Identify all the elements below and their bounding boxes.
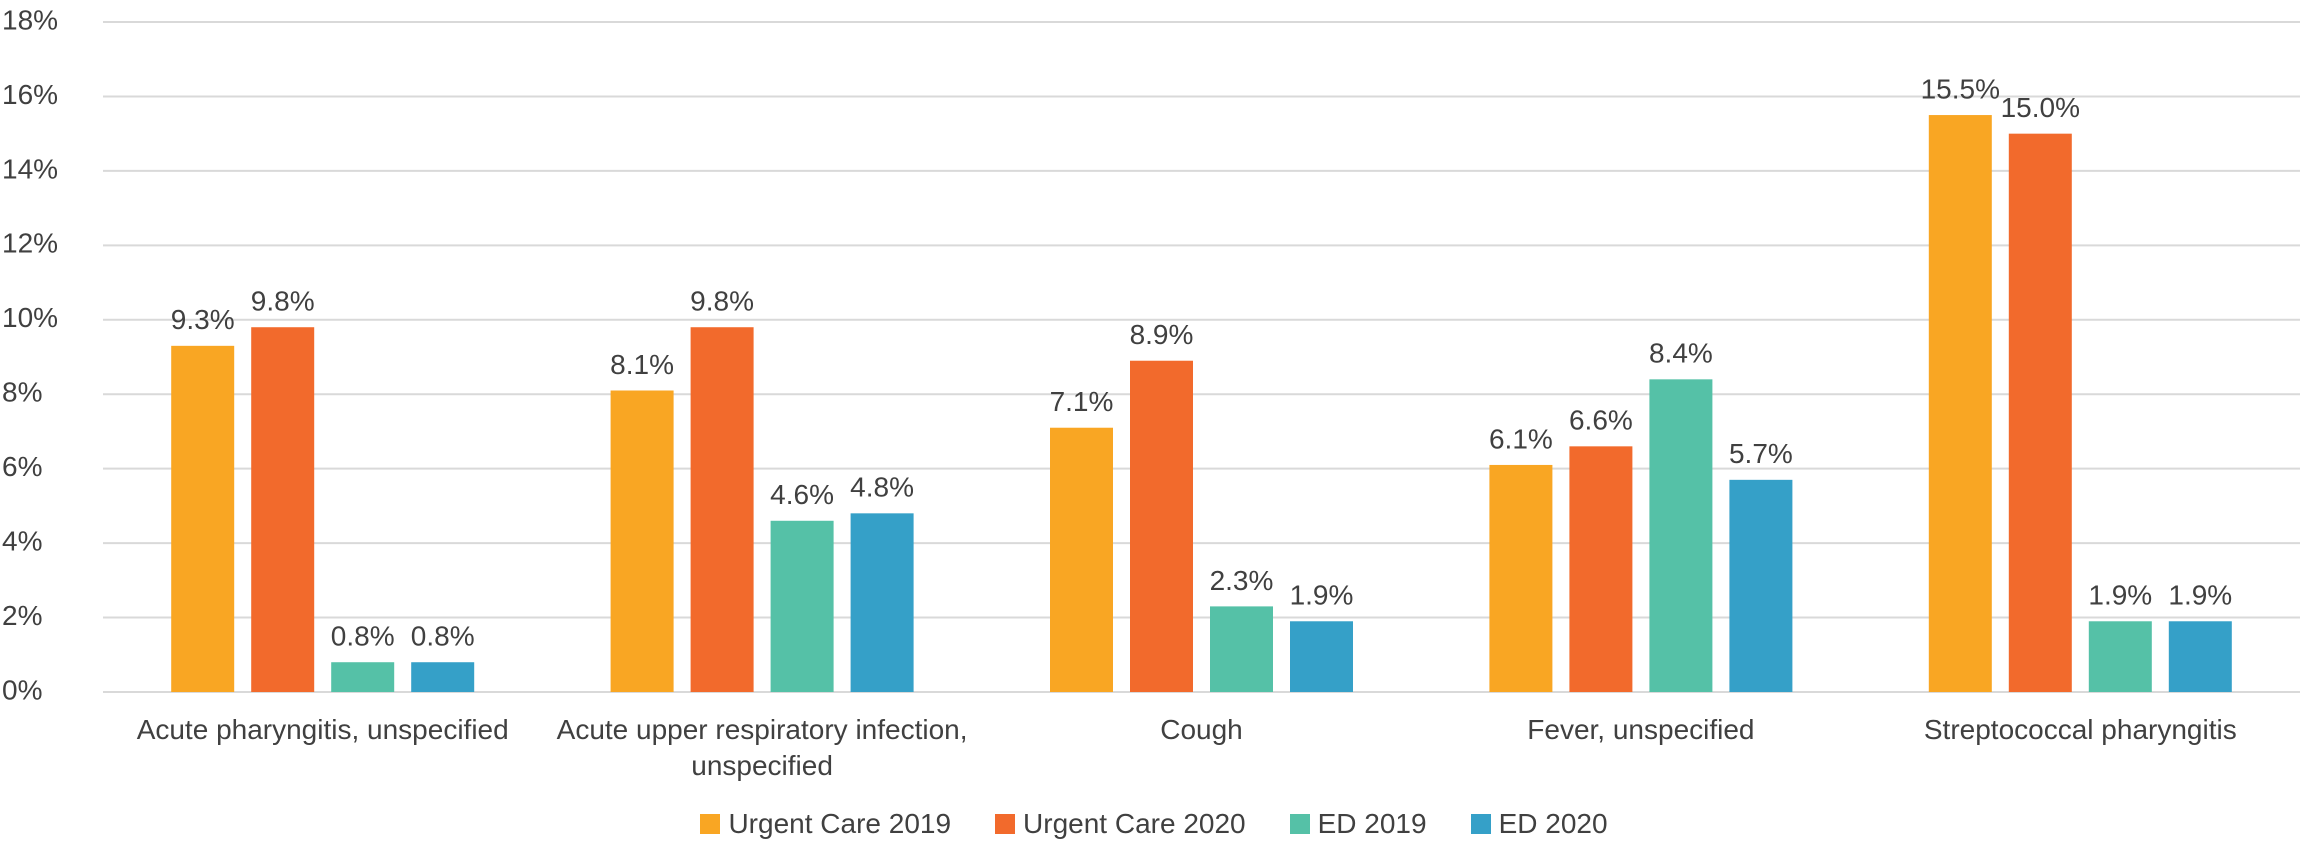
legend-label: Urgent Care 2019	[728, 808, 952, 839]
legend-label: ED 2020	[1498, 808, 1608, 839]
x-tick-label: Cough	[1160, 714, 1243, 745]
y-tick-label: 4%	[2, 526, 42, 557]
data-label: 4.8%	[850, 472, 914, 503]
y-tick-label: 8%	[2, 377, 42, 408]
bar	[331, 662, 395, 692]
legend-item: ED 2020	[1470, 808, 1608, 840]
data-label: 5.7%	[1729, 438, 1793, 469]
data-label: 8.1%	[610, 349, 674, 380]
bar	[171, 345, 235, 692]
bar	[2008, 133, 2072, 692]
data-label: 6.1%	[1489, 423, 1553, 454]
data-label: 2.3%	[1210, 565, 1274, 596]
bar	[1649, 379, 1713, 692]
data-label: 4.6%	[770, 479, 834, 510]
data-label: 8.9%	[1130, 319, 1194, 350]
legend-label: ED 2019	[1317, 808, 1427, 839]
legend-swatch	[1470, 814, 1491, 834]
bar	[1290, 621, 1353, 692]
y-tick-label: 14%	[2, 153, 58, 184]
x-tick-label: Fever, unspecified	[1527, 714, 1755, 745]
bar	[2168, 621, 2232, 692]
bar	[1210, 606, 1273, 692]
legend-swatch	[700, 814, 721, 834]
y-tick-label: 10%	[2, 302, 58, 333]
data-label: 0.8%	[411, 621, 475, 652]
bar	[1050, 427, 1113, 692]
bar	[1729, 479, 1793, 692]
data-label: 6.6%	[1569, 405, 1633, 436]
bar	[690, 327, 754, 692]
y-tick-label: 6%	[2, 451, 42, 482]
bar	[1928, 115, 1992, 693]
y-tick-label: 18%	[2, 4, 58, 35]
legend-item: ED 2019	[1289, 808, 1427, 840]
bar	[2088, 621, 2152, 692]
y-tick-label: 2%	[2, 600, 42, 631]
x-tick-label: Streptococcal pharyngitis	[1923, 714, 2237, 745]
bar	[1569, 446, 1633, 692]
bar	[850, 513, 914, 692]
legend-item: Urgent Care 2019	[700, 808, 951, 840]
legend-item: Urgent Care 2020	[995, 808, 1246, 840]
y-tick-label: 0%	[2, 674, 42, 705]
bar	[610, 390, 674, 692]
bar	[770, 520, 834, 692]
x-tick-label: Acute upper respiratory infection, unspe…	[556, 714, 968, 781]
legend-swatch	[995, 814, 1016, 834]
data-label: 9.3%	[171, 304, 235, 335]
data-label: 7.1%	[1050, 386, 1114, 417]
bar	[251, 327, 315, 692]
legend-swatch	[1289, 814, 1310, 834]
data-label: 9.8%	[690, 286, 754, 317]
chart: 0% 2% 4% 6% 8% 10% 12% 14% 16% 18% 9.3% 9.8% 0.8% 0.8…	[2, 4, 2300, 705]
data-label: 15.0%	[2001, 92, 2080, 123]
y-tick-label: 16%	[2, 79, 58, 110]
bar	[411, 662, 475, 692]
data-label: 15.5%	[1921, 73, 2000, 104]
data-label: 1.9%	[1290, 580, 1354, 611]
data-label: 0.8%	[331, 621, 395, 652]
y-tick-label: 12%	[2, 228, 58, 259]
bar	[1489, 464, 1553, 692]
x-tick-label: Acute pharyngitis, unspecified	[136, 714, 509, 745]
data-label: 1.9%	[2168, 580, 2232, 611]
legend-label: Urgent Care 2020	[1023, 808, 1246, 839]
bar	[1130, 360, 1193, 692]
legend: Urgent Care 2019 Urgent Care 2020 ED 2019 E…	[0, 808, 2308, 840]
data-label: 1.9%	[2088, 580, 2152, 611]
data-label: 9.8%	[251, 286, 315, 317]
data-label: 8.4%	[1649, 338, 1713, 369]
